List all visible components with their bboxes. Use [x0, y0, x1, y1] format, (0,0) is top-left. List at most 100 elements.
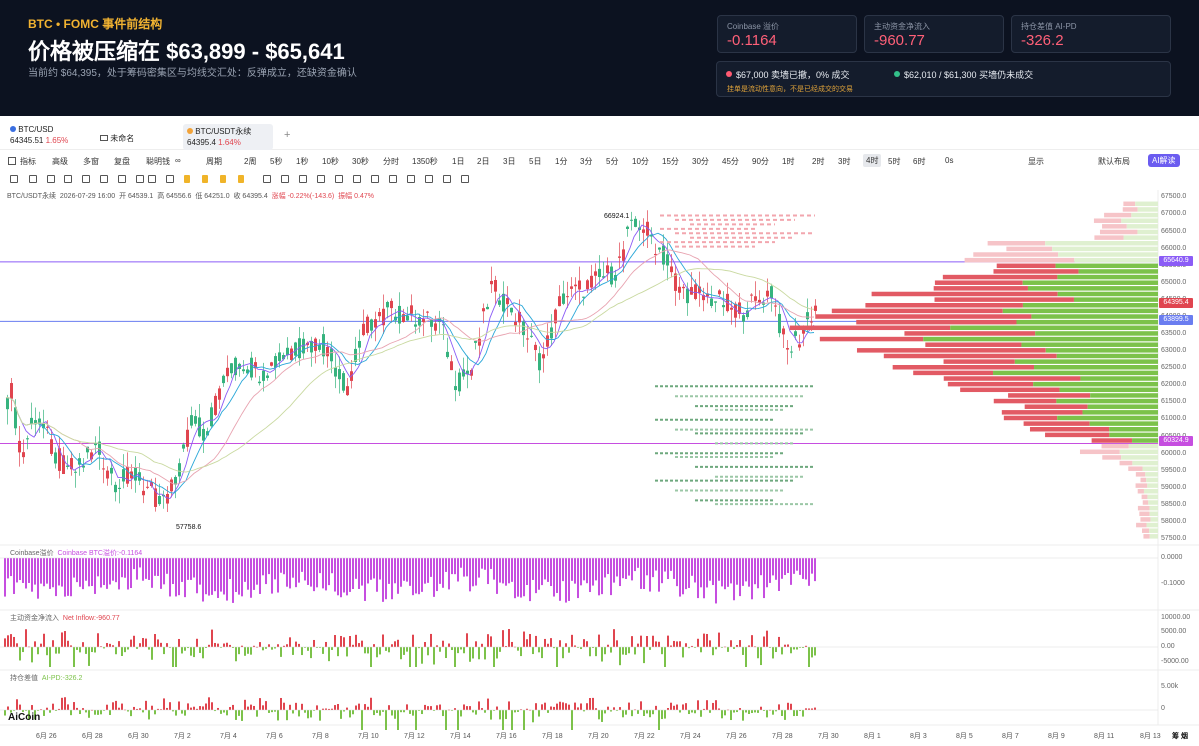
measure-icon[interactable] [100, 175, 108, 183]
tab-unnamed[interactable]: 未命名 [100, 124, 170, 150]
toolbar-item-28[interactable]: 3时 [838, 157, 851, 166]
eye-icon[interactable] [389, 175, 397, 183]
premium-bar [520, 558, 522, 598]
trash-icon[interactable] [425, 175, 433, 183]
premium-bar [598, 558, 600, 596]
toolbar-item-16[interactable]: 3日 [503, 157, 516, 166]
candle-body [614, 274, 617, 281]
note-icon[interactable] [220, 175, 226, 183]
alert-icon[interactable] [371, 175, 379, 183]
draw-icon[interactable] [317, 175, 325, 183]
aipd-bar [676, 704, 678, 710]
inflow-bar [145, 638, 147, 647]
toolbar-item-30[interactable]: 5时 [888, 157, 901, 166]
volume-profile-sell [934, 280, 1023, 285]
aipd-bar [202, 706, 204, 710]
price-tick: 61000.0 [1161, 415, 1187, 423]
toolbar-item-35[interactable]: AI解读 [1148, 154, 1180, 167]
brush-icon[interactable] [82, 175, 90, 183]
fib-icon[interactable] [136, 175, 144, 183]
premium-axis-0: 0.0000 [1161, 554, 1183, 561]
candle-body [618, 256, 621, 258]
trend-line-icon[interactable] [29, 175, 37, 183]
aipd-bar [445, 710, 447, 730]
toolbar-item-8[interactable]: 5秒 [270, 157, 283, 166]
premium-bar [688, 558, 690, 588]
horizontal-line-icon[interactable] [47, 175, 55, 183]
volume-profile-buy [1034, 365, 1158, 370]
volume-profile-buy [1080, 376, 1158, 381]
premium-bar [445, 558, 447, 572]
toolbar-item-27[interactable]: 2时 [812, 157, 825, 166]
toolbar-item-19[interactable]: 3分 [580, 157, 593, 166]
toolbar-item-15[interactable]: 2日 [477, 157, 490, 166]
toolbar-item-9[interactable]: 1秒 [296, 157, 309, 166]
toolbar-item-10[interactable]: 10秒 [322, 157, 339, 166]
toolbar-item-7[interactable]: 2周 [244, 157, 257, 166]
tab-btc-usd[interactable]: BTC/USD 64345.51 1.65% [10, 124, 90, 150]
toolbar-item-0[interactable]: 指标 [20, 157, 36, 166]
toolbar-item-26[interactable]: 1时 [782, 157, 795, 166]
toolbar-item-1[interactable]: 高级 [52, 157, 68, 166]
cursor-icon[interactable] [10, 175, 18, 183]
inflow-bar [22, 647, 24, 653]
toolbar-item-20[interactable]: 5分 [606, 157, 619, 166]
text-icon[interactable] [202, 175, 208, 183]
toolbar-item-2[interactable]: 多窗 [83, 157, 99, 166]
tab-btc-usdt-perp[interactable]: BTC/USDT永续 64395.4 1.64% [183, 124, 273, 150]
toolbar-item-5[interactable]: ∞ [175, 156, 181, 165]
lock-icon[interactable] [335, 175, 343, 183]
volume-profile-sell [1139, 511, 1150, 517]
aipd-bar [544, 702, 546, 710]
aipd-bar [802, 710, 804, 717]
toolbar-item-31[interactable]: 6时 [913, 157, 926, 166]
toolbar-item-22[interactable]: 15分 [662, 157, 679, 166]
toolbar-item-11[interactable]: 30秒 [352, 157, 369, 166]
redo-icon[interactable] [461, 175, 469, 183]
toolbar-item-29[interactable]: 4时 [863, 154, 882, 167]
fan-icon[interactable] [166, 175, 174, 183]
toolbar-item-4[interactable]: 聪明钱 [146, 157, 170, 166]
arrow-icon[interactable] [118, 175, 126, 183]
toolbar-item-17[interactable]: 5日 [529, 157, 542, 166]
aipd-bar [508, 701, 510, 710]
channel-icon[interactable] [184, 175, 190, 183]
tab-change: 1.65% [45, 136, 69, 145]
toolbar-item-12[interactable]: 分时 [383, 157, 399, 166]
fib-ext-icon[interactable] [148, 175, 156, 183]
ruler-icon[interactable] [238, 175, 244, 183]
toolbar-item-3[interactable]: 复盘 [114, 157, 130, 166]
premium-bar [250, 558, 252, 598]
time-tick: 7月 8 [312, 733, 329, 740]
premium-bar [58, 558, 60, 586]
add-tab-icon[interactable]: + [284, 129, 291, 141]
toolbar-item-21[interactable]: 10分 [632, 157, 649, 166]
toolbar-item-14[interactable]: 1日 [452, 157, 465, 166]
aipd-bar [208, 697, 210, 710]
toolbar-item-24[interactable]: 45分 [722, 157, 739, 166]
zoom-icon[interactable] [299, 175, 307, 183]
link-icon[interactable] [281, 175, 289, 183]
inflow-bar [253, 645, 255, 647]
candle-body [70, 458, 73, 470]
toolbar-item-25[interactable]: 90分 [752, 157, 769, 166]
hide-icon[interactable] [353, 175, 361, 183]
volume-profile-buy [1027, 286, 1158, 291]
toolbar-item-33[interactable]: 显示 [1028, 157, 1044, 166]
toolbar-item-34[interactable]: 默认布局 [1098, 157, 1130, 166]
toolbar-item-13[interactable]: 1350秒 [412, 157, 438, 166]
magnet-icon[interactable] [263, 175, 271, 183]
undo-icon[interactable] [443, 175, 451, 183]
corner-buttons[interactable]: 筹 烟 [1172, 733, 1188, 740]
layout-icon[interactable] [8, 157, 16, 165]
premium-bar [682, 558, 684, 595]
filter-icon[interactable] [407, 175, 415, 183]
aipd-bar [316, 705, 318, 710]
toolbar-item-18[interactable]: 1分 [555, 157, 568, 166]
rectangle-icon[interactable] [64, 175, 72, 183]
toolbar-item-23[interactable]: 30分 [692, 157, 709, 166]
premium-bar [10, 558, 12, 577]
toolbar-item-32[interactable]: 0s [945, 156, 954, 165]
toolbar-item-6[interactable]: 周期 [206, 157, 222, 166]
